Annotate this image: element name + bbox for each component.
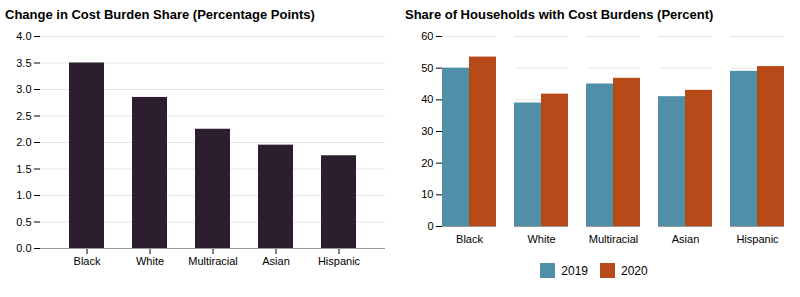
- svg-text:Asian: Asian: [262, 255, 290, 267]
- svg-text:1.5: 1.5: [16, 163, 31, 175]
- svg-text:Black: Black: [456, 233, 483, 245]
- svg-text:2.0: 2.0: [16, 136, 31, 148]
- html-text:Change in Cost Burden Share (P: Change in Cost Burden Share (Percentage …: [5, 7, 315, 22]
- svg-text:40: 40: [421, 93, 433, 105]
- svg-text:White: White: [527, 233, 555, 245]
- svg-text:2.5: 2.5: [16, 110, 31, 122]
- svg-text:Multiracial: Multiracial: [188, 255, 238, 267]
- svg-text:0: 0: [427, 220, 433, 232]
- svg-text:30: 30: [421, 125, 433, 137]
- svg-text:Multiracial: Multiracial: [589, 233, 639, 245]
- svg-text:0.5: 0.5: [16, 216, 31, 228]
- svg-text:0.0: 0.0: [16, 242, 31, 254]
- svg-text:3.5: 3.5: [16, 57, 31, 69]
- html-text:Share of Households with Cost: Share of Households with Cost Burdens (P…: [405, 7, 714, 22]
- svg-text:1.0: 1.0: [16, 189, 31, 201]
- svg-text:50: 50: [421, 62, 433, 74]
- svg-text:White: White: [136, 255, 164, 267]
- html-text:2019: 2019: [561, 263, 588, 278]
- svg-text:60: 60: [421, 30, 433, 42]
- svg-text:Black: Black: [74, 255, 101, 267]
- svg-text:Hispanic: Hispanic: [318, 255, 361, 267]
- svg-text:4.0: 4.0: [16, 30, 31, 42]
- svg-text:Hispanic: Hispanic: [736, 233, 779, 245]
- html-text:2020: 2020: [621, 263, 648, 278]
- svg-text:3.0: 3.0: [16, 83, 31, 95]
- svg-text:20: 20: [421, 157, 433, 169]
- svg-text:Asian: Asian: [672, 233, 700, 245]
- svg-text:10: 10: [421, 188, 433, 200]
